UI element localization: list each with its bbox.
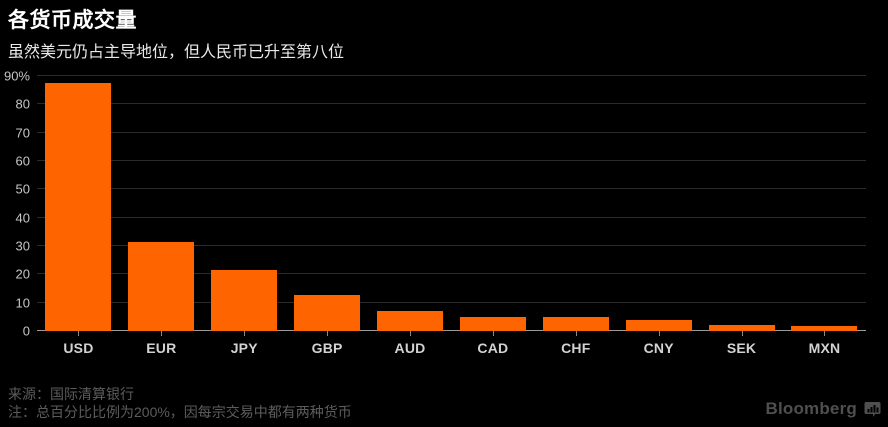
x-tick-label: EUR (146, 340, 177, 356)
x-tick-label: CNY (643, 340, 674, 356)
y-axis-labels: 0 10 20 30 40 50 60 70 80 90% (0, 69, 32, 339)
x-category-usd: USD (45, 331, 111, 356)
x-tick-label: MXN (808, 340, 841, 356)
x-axis-labels: USD EUR JPY GBP AUD CAD CHF CNY SEK MXN (37, 331, 866, 356)
y-tick-label-50: 50 (15, 181, 30, 197)
bar-aud (377, 311, 443, 331)
x-tick-label: GBP (311, 340, 343, 356)
bar-usd (45, 82, 112, 331)
chart-title: 各货币成交量 (8, 9, 137, 32)
note-text: 注：总百分比比例为200%，因每宗交易中都有两种货币 (8, 404, 352, 420)
plot-area (37, 75, 866, 331)
x-tick (78, 331, 80, 336)
bar-eur (128, 242, 195, 331)
bar-cny (625, 319, 692, 331)
x-tick (575, 331, 577, 336)
y-tick-label-30: 30 (15, 238, 30, 254)
y-tick-label-80: 80 (15, 96, 30, 112)
y-tick-label-20: 20 (15, 266, 30, 282)
bars-container (37, 76, 866, 331)
gridline-10 (37, 301, 866, 303)
y-tick-label-10: 10 (15, 295, 30, 311)
bar-mxn (791, 325, 858, 331)
bar-chf (542, 317, 609, 331)
x-tick (658, 331, 660, 336)
gridline-50 (37, 188, 866, 190)
x-category-aud: AUD (377, 331, 443, 356)
y-tick-label-70: 70 (15, 125, 30, 141)
gridline-30 (37, 245, 866, 246)
x-tick (410, 331, 411, 336)
x-category-gbp: GBP (294, 331, 360, 356)
x-tick-label: USD (63, 340, 94, 356)
source-text: 来源：国际清算银行 (8, 386, 134, 402)
x-tick-label: SEK (726, 340, 757, 356)
bloomberg-wordmark: Bloomberg (765, 399, 857, 418)
bloomberg-logo: Bloomberg (765, 399, 881, 419)
bloomberg-chart-bubble-icon (864, 401, 881, 418)
x-tick (244, 331, 246, 336)
bar-gbp (294, 294, 361, 331)
x-tick (741, 331, 743, 336)
gridline-70 (37, 131, 866, 133)
x-tick-label: JPY (230, 340, 258, 356)
y-tick-label-40: 40 (15, 210, 30, 226)
x-category-eur: EUR (128, 331, 194, 356)
x-tick (161, 331, 163, 336)
x-category-chf: CHF (543, 331, 609, 356)
x-category-mxn: MXN (791, 331, 857, 356)
y-tick-label-0: 0 (22, 323, 30, 339)
gridline-80 (37, 103, 866, 105)
gridline-40 (37, 216, 866, 218)
x-tick (492, 331, 494, 336)
x-tick-label: CHF (561, 340, 591, 356)
x-tick-label: AUD (394, 340, 426, 356)
x-category-jpy: JPY (211, 331, 277, 356)
x-category-cny: CNY (626, 331, 692, 356)
y-tick-label-60: 60 (15, 153, 30, 169)
bar-jpy (211, 269, 278, 331)
gridline-20 (37, 273, 866, 275)
gridline-90 (37, 75, 866, 76)
bar-cad (459, 316, 526, 331)
gridline-60 (37, 160, 866, 161)
y-tick-label-90: 90% (3, 68, 30, 84)
x-axis-baseline (37, 330, 866, 331)
x-tick (327, 331, 329, 336)
x-category-sek: SEK (709, 331, 775, 356)
x-category-cad: CAD (460, 331, 526, 356)
x-tick (824, 331, 826, 336)
x-tick-label: CAD (477, 340, 509, 356)
chart-subtitle: 虽然美元仍占主导地位，但人民币已升至第八位 (8, 44, 345, 61)
bar-sek (708, 324, 775, 331)
